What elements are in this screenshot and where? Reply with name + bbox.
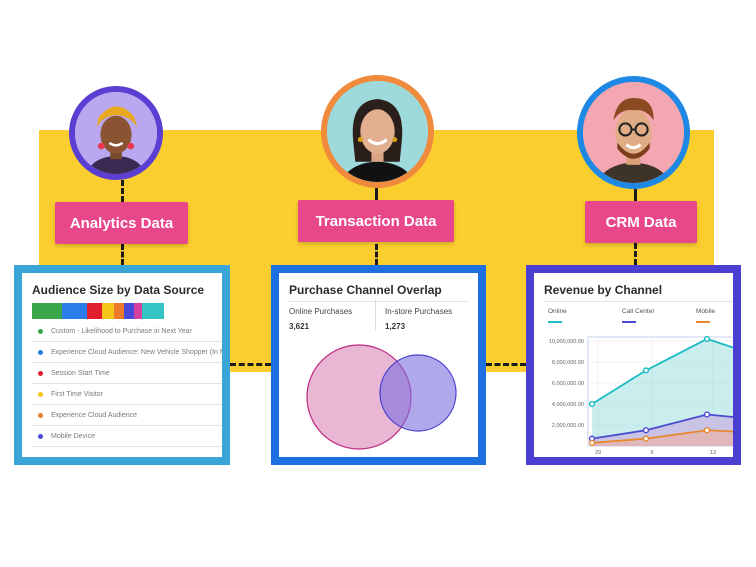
bar-segment[interactable]: [62, 303, 87, 319]
connector-line: [230, 363, 271, 366]
list-item[interactable]: First Time Visitor: [32, 384, 222, 405]
data-point[interactable]: [642, 427, 650, 434]
person-avatar-icon: [583, 82, 684, 183]
avatar-man-glasses: [577, 76, 690, 189]
x-tick-label: 29: [595, 450, 601, 456]
list-item[interactable]: Experience Cloud Audience: New Vehicle S…: [32, 342, 222, 363]
list-item-label: Experience Cloud Audience: New Vehicle S…: [51, 348, 222, 356]
connector-line: [634, 189, 637, 201]
bullet-icon: [38, 328, 43, 334]
connector-line: [375, 244, 378, 265]
stacked-bar: [32, 303, 164, 319]
divider: [289, 301, 469, 302]
bullet-icon: [38, 391, 43, 397]
series-line-call-center[interactable]: [591, 413, 733, 440]
bar-segment[interactable]: [134, 303, 142, 319]
list-item-label: First Time Visitor: [51, 390, 103, 398]
bar-segment[interactable]: [102, 303, 114, 319]
online-purchases-value: 3,621: [289, 322, 310, 331]
connector-line: [121, 180, 124, 202]
series-line-online[interactable]: [591, 337, 733, 405]
y-tick-label: 8,000,000.00: [552, 360, 584, 366]
audience-list: Custom - Likelihood to Purchase in Next …: [32, 321, 222, 447]
list-item-label: Session Start Time: [51, 369, 110, 377]
data-point[interactable]: [642, 435, 650, 442]
series-line-mobile[interactable]: [591, 429, 733, 444]
legend-swatch: [548, 321, 562, 323]
purchase-overlap-card: Purchase Channel Overlap Online Purchase…: [271, 265, 486, 465]
connector-line: [634, 243, 637, 265]
data-point[interactable]: [703, 411, 711, 418]
connector-line: [121, 244, 124, 265]
analytics-data-label: Analytics Data: [55, 202, 188, 244]
list-item[interactable]: Mobile Device: [32, 426, 222, 447]
list-item[interactable]: Experience Cloud Audience: [32, 405, 222, 426]
transaction-data-label: Transaction Data: [298, 200, 454, 242]
bullet-icon: [38, 412, 43, 418]
instore-purchases-value: 1,273: [385, 322, 406, 331]
divider: [544, 301, 733, 302]
y-tick-label: 6,000,000.00: [552, 381, 584, 387]
data-point[interactable]: [703, 427, 711, 434]
audience-size-card: Audience Size by Data Source Custom - Li…: [14, 265, 230, 465]
connector-line: [375, 188, 378, 200]
avatar-woman-smiling: [321, 75, 434, 188]
instore-purchases-label: In-store Purchases: [385, 307, 453, 316]
bar-segment[interactable]: [124, 303, 134, 319]
crm-data-label: CRM Data: [585, 201, 697, 243]
data-point[interactable]: [703, 335, 711, 343]
y-tick-label: 2,000,000.00: [552, 423, 584, 429]
card-title: Purchase Channel Overlap: [289, 283, 442, 297]
list-item[interactable]: Custom - Likelihood to Purchase in Next …: [32, 321, 222, 342]
y-tick-label: 4,000,000.00: [552, 402, 584, 408]
bullet-icon: [38, 370, 43, 376]
legend-swatch: [696, 321, 710, 323]
legend-online: Online: [548, 308, 567, 315]
venn-diagram: [306, 344, 457, 450]
bullet-icon: [38, 433, 43, 439]
revenue-card: Revenue by Channel Online Call Center Mo…: [526, 265, 741, 465]
card-title: Revenue by Channel: [544, 283, 663, 297]
data-point[interactable]: [642, 367, 650, 374]
bar-segment[interactable]: [142, 303, 164, 319]
data-point[interactable]: [588, 439, 596, 446]
list-item-label: Custom - Likelihood to Purchase in Next …: [51, 327, 192, 335]
bar-segment[interactable]: [32, 303, 62, 319]
divider: [375, 299, 376, 331]
bar-segment[interactable]: [114, 303, 124, 319]
avatar-woman-headscarf: [69, 86, 163, 180]
series-area: [592, 430, 733, 446]
instore-circle[interactable]: [379, 354, 457, 432]
x-tick-label: 13: [710, 450, 716, 456]
person-avatar-icon: [327, 81, 428, 182]
x-tick-label: 6: [650, 450, 653, 456]
legend-swatch: [622, 321, 636, 323]
revenue-line-chart: 10,000,000.00 8,000,000.00 6,000,000.00 4,0…: [549, 335, 733, 456]
bar-segment[interactable]: [87, 303, 102, 319]
data-point[interactable]: [588, 400, 596, 408]
connector-line: [486, 363, 526, 366]
card-title: Audience Size by Data Source: [32, 283, 205, 297]
legend-call-center: Call Center: [622, 308, 655, 315]
y-tick-label: 10,000,000.00: [549, 339, 584, 345]
list-item[interactable]: Session Start Time: [32, 363, 222, 384]
list-item-label: Experience Cloud Audience: [51, 411, 138, 419]
online-purchases-label: Online Purchases: [289, 307, 353, 316]
bullet-icon: [38, 349, 43, 355]
legend-mobile: Mobile: [696, 308, 716, 315]
person-avatar-icon: [75, 92, 157, 174]
list-item-label: Mobile Device: [51, 432, 95, 440]
